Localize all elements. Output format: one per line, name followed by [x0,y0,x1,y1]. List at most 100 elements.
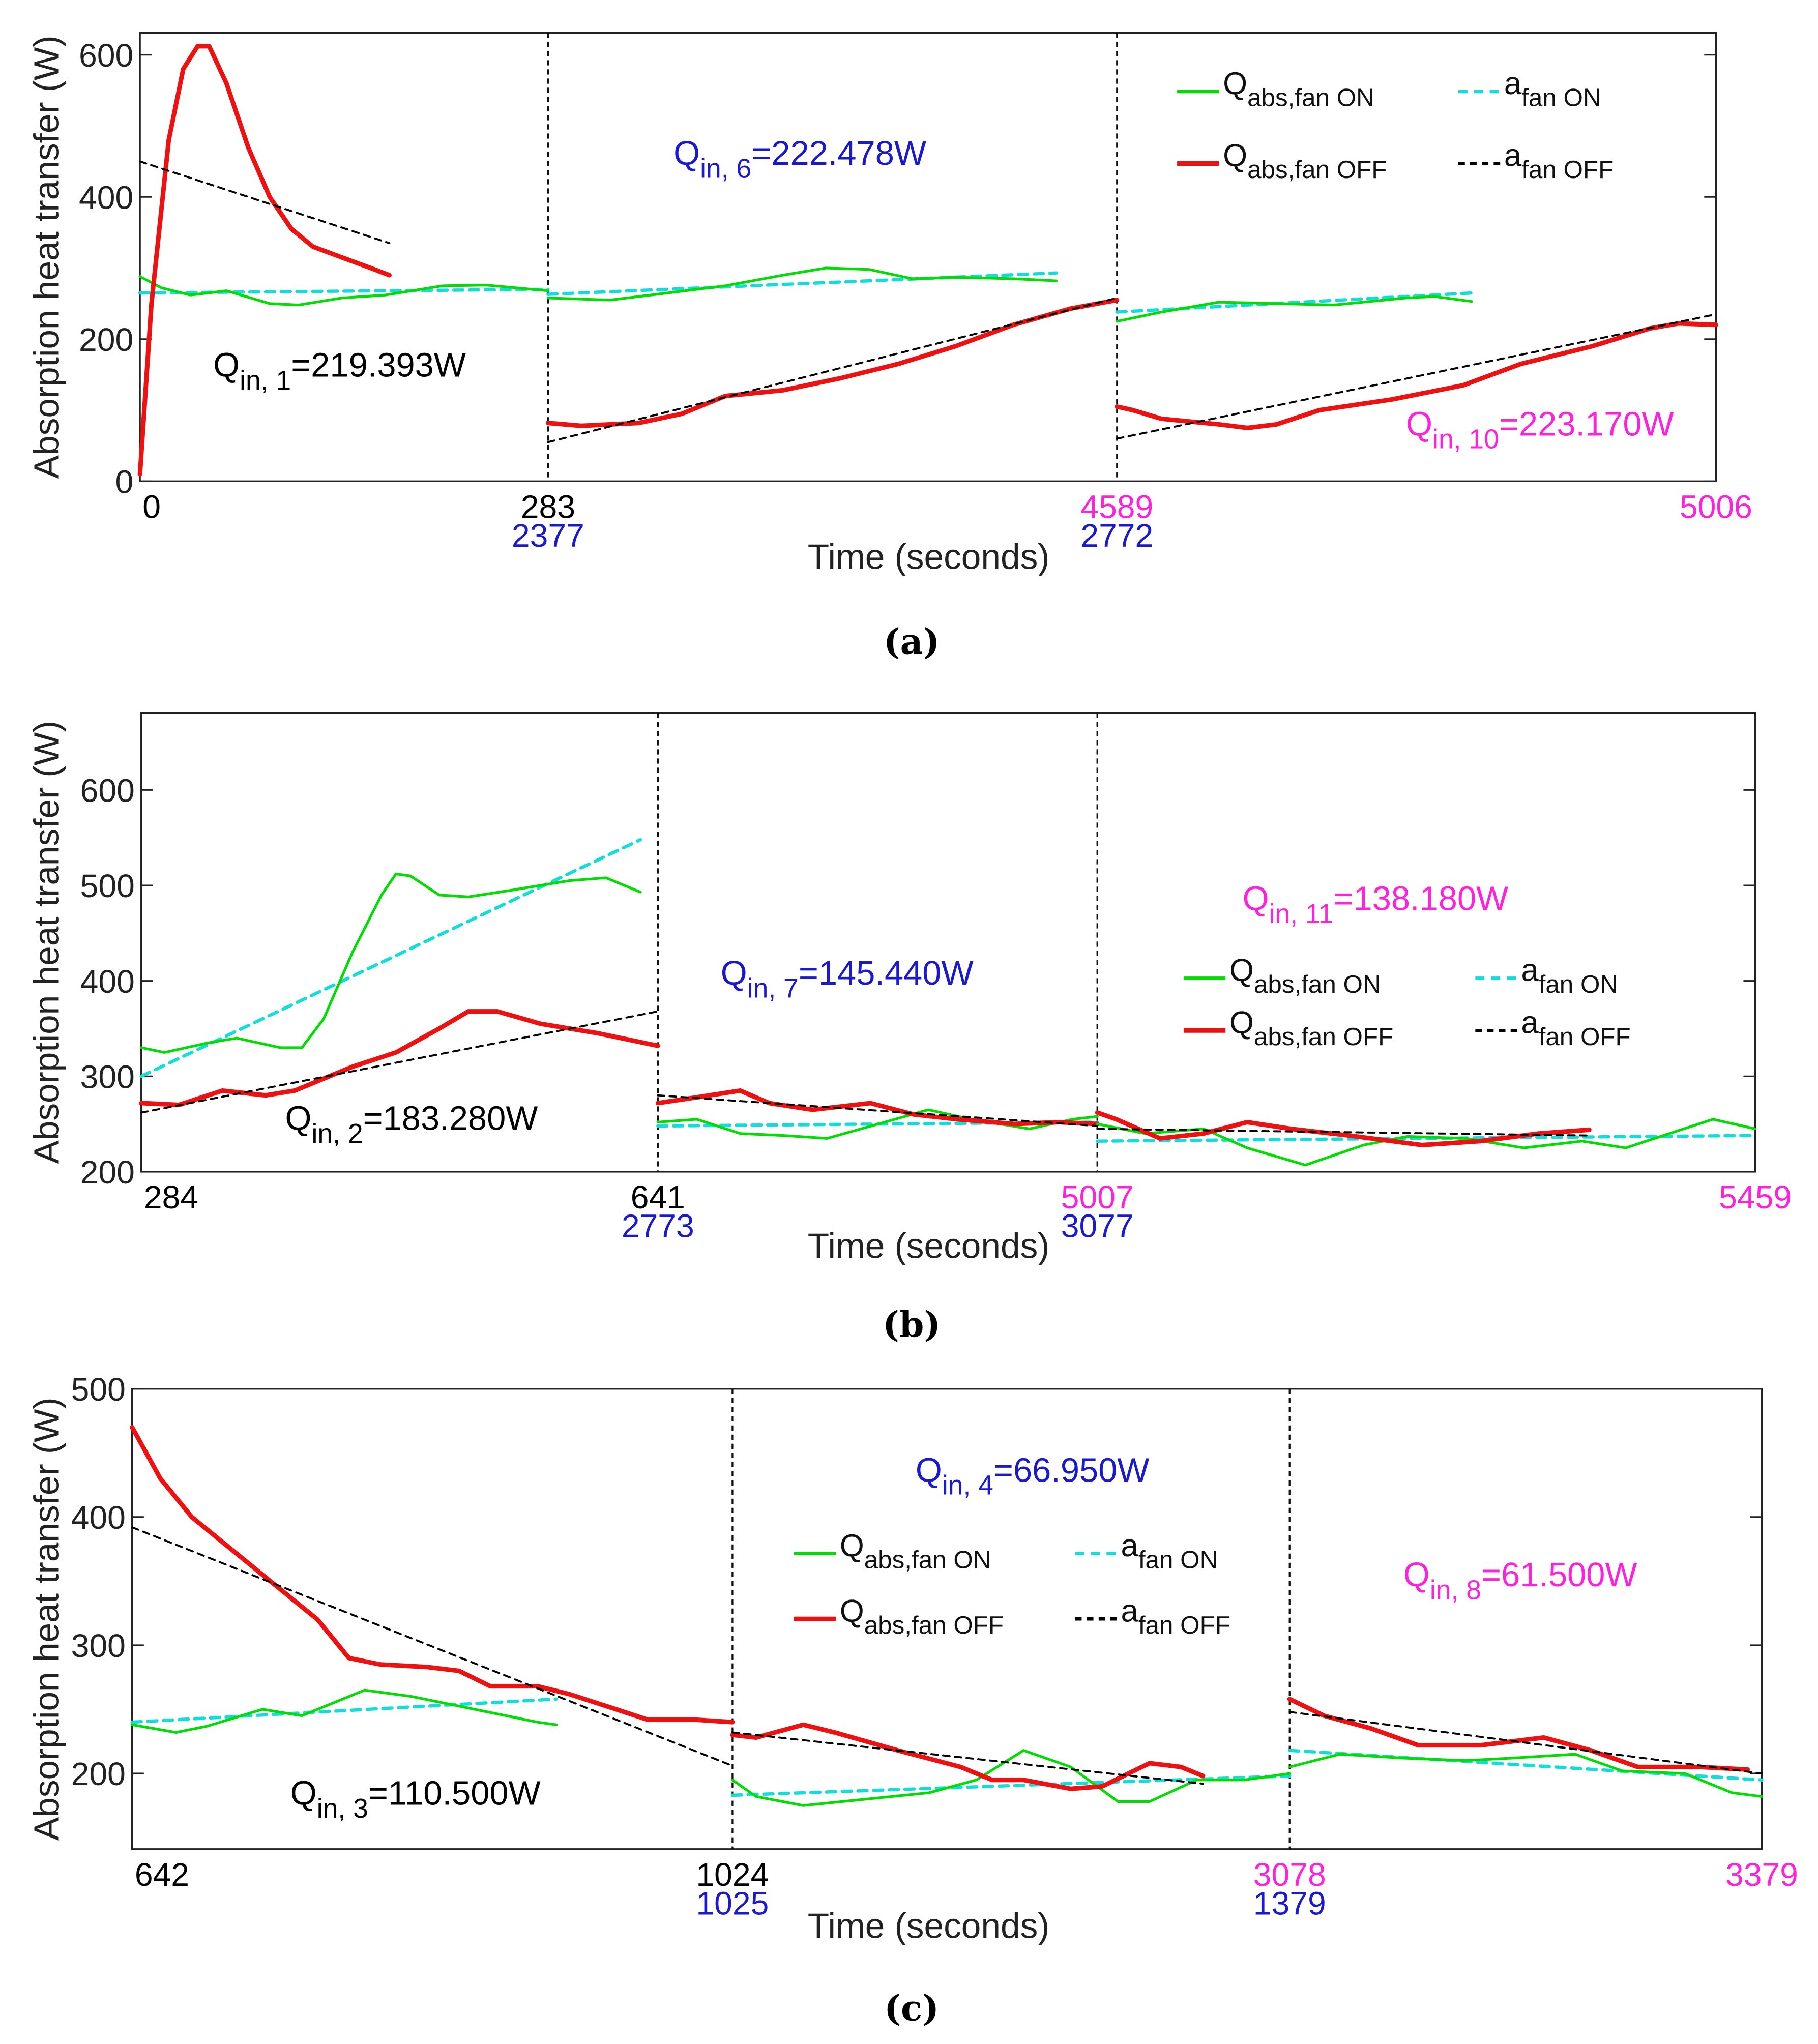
series-trend-on [138,287,550,295]
x-tick-label-end: 1024 [696,1856,769,1893]
x-axis-label: Time (seconds) [808,1226,1050,1266]
q-in-annotation: Qin, 8=61.500W [1403,1556,1637,1605]
q-in-annotation-value: =183.280W [363,1100,538,1138]
legend-label-subscript: abs,fan OFF [1254,1023,1393,1051]
legend-label: afan ON [1121,1528,1218,1574]
series-fan-off [1287,1697,1750,1772]
q-in-annotation-value: =110.500W [368,1774,541,1812]
q-in-annotation-value: =66.950W [993,1451,1150,1489]
q-in-annotation-symbol: Q [285,1100,312,1138]
legend-label-subscript: fan OFF [1138,1611,1230,1639]
q-in-annotation: Qin, 6=222.478W [673,134,926,184]
legend-label-subscript: fan ON [1138,1546,1218,1574]
series-trend-off [1116,313,1717,440]
x-tick-label-start: 0 [142,488,161,525]
series-trend-off [547,297,1118,443]
segment-2: 2377 2772 Qin, 6=222.478W [512,134,1153,554]
q-in-annotation: Qin, 3=110.500W [290,1774,541,1823]
q-in-annotation-subscript: in, 4 [942,1471,993,1501]
y-axis-label: Absorption heat transfer (W) [27,1397,67,1841]
x-tick-label-end: 641 [631,1179,685,1216]
series-trend-off [657,1094,1099,1127]
legend-label-subscript: abs,fan OFF [864,1611,1004,1639]
legend-label-subscript: abs,fan ON [1247,84,1374,112]
legend-label-symbol: Q [1229,1005,1254,1040]
segment-1: 0 283 Qin, 1=219.393W [137,44,575,525]
segment-1: 642 1024 Qin, 3=110.500W [130,1425,769,1893]
series-fan-on [131,1688,558,1734]
q-in-annotation-subscript: in, 2 [312,1119,363,1149]
legend-label-symbol: Q [1229,953,1254,988]
panel-caption: (b) [883,1304,941,1345]
series-fan-off [655,1088,1100,1127]
y-axis-label: Absorption heat transfer (W) [27,721,67,1164]
q-in-annotation-symbol: Q [1403,1556,1430,1594]
q-in-annotation-value: =138.180W [1334,880,1509,918]
x-tick-label-start: 1025 [696,1885,769,1921]
legend-label-symbol: a [1504,138,1522,173]
legend-label-subscript: abs,fan ON [864,1546,991,1574]
y-tick-label: 300 [71,1627,126,1664]
legend: Qabs,fan ON afan ON Qabs,fan OFF afan OFF [794,1528,1230,1639]
panel-caption: (a) [884,621,940,663]
plot-frame [140,712,1756,1173]
series-trend-off [140,1010,659,1114]
legend-label-subscript: fan ON [1521,84,1601,112]
segment-1: 284 641 Qin, 2=183.280W [139,838,685,1216]
x-tick-label-start: 284 [144,1179,198,1216]
q-in-annotation: Qin, 10=223.170W [1406,405,1674,454]
legend-label: Qabs,fan ON [1229,953,1381,998]
legend-label: afan ON [1504,66,1601,111]
series-fan-on [138,275,549,307]
legend-label-symbol: a [1121,1593,1139,1628]
series-fan-on [140,872,642,1054]
series-fan-off [1095,1110,1592,1147]
legend-label-symbol: a [1504,66,1522,101]
series-trend-on [1115,291,1474,314]
x-tick-label-start: 3078 [1253,1856,1326,1893]
y-axis-label: Absorption heat transfer (W) [27,35,67,479]
y-tick-label: 300 [80,1058,135,1095]
series-trend-on [139,838,642,1078]
legend-label-symbol: Q [1223,66,1247,101]
series-fan-off [1115,321,1718,430]
q-in-annotation-symbol: Q [213,346,240,384]
y-tick-label: 600 [79,37,133,74]
q-in-annotation-subscript: in, 3 [317,1794,368,1824]
legend-label: afan OFF [1504,138,1614,184]
segment-3: 3078 3379 Qin, 8=61.500W [1253,1556,1798,1893]
plot-frame [131,1388,1763,1850]
series-fan-on [731,1749,1291,1807]
x-tick-label-start: 2377 [512,517,584,554]
series-fan-on [546,266,1058,302]
series-trend-off [1288,1711,1763,1775]
legend-label-symbol: a [1521,1005,1539,1040]
legend-label: afan ON [1521,953,1618,998]
y-tick-label: 400 [71,1499,126,1536]
q-in-annotation-subscript: in, 7 [747,974,799,1004]
series-trend-off [1096,1128,1591,1137]
series-fan-on [1116,295,1473,323]
q-in-annotation-subscript: in, 8 [1430,1575,1481,1605]
legend-label: Qabs,fan OFF [840,1593,1004,1639]
series-fan-off [137,44,392,477]
y-tick-label: 400 [80,963,135,1000]
series-trend-on [130,1697,559,1724]
legend-label-symbol: Q [1223,138,1247,173]
legend-label-symbol: Q [840,1593,864,1628]
q-in-annotation-subscript: in, 11 [1269,899,1334,929]
q-in-annotation: Qin, 1=219.393W [213,346,466,396]
legend-label: Qabs,fan OFF [1229,1005,1393,1050]
legend-label-symbol: Q [840,1528,864,1563]
q-in-annotation-value: =219.393W [291,346,466,384]
series-fan-on [1096,1118,1757,1167]
x-tick-label-end: 3379 [1725,1856,1798,1893]
series-trend-off [731,1731,1204,1785]
panel-b: 200 300 400 500 600 Absorption heat transfer … [27,712,1792,1345]
segment-3: 5007 5459 Qin, 11=138.180W [1061,880,1792,1216]
q-in-annotation-subscript: in, 6 [700,154,751,184]
